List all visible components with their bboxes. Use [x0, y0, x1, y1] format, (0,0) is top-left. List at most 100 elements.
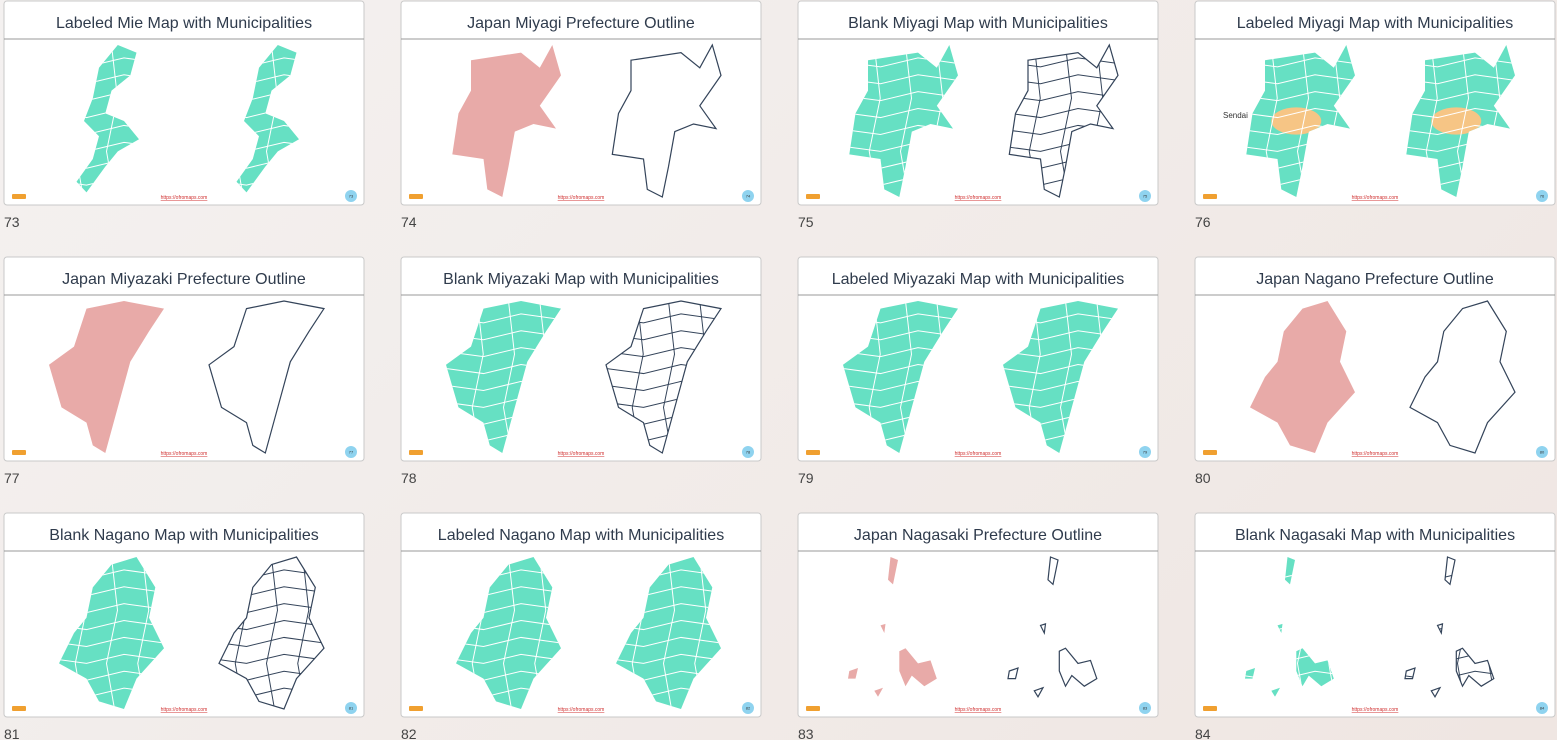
slide-card[interactable] — [1194, 512, 1556, 718]
map-shape — [1285, 557, 1295, 585]
slide-thumbnail[interactable]: Labeled Miyazaki Map with Municipalities… — [797, 256, 1159, 486]
border — [236, 158, 299, 169]
map-shape — [888, 557, 898, 585]
page-badge-number: 83 — [1143, 706, 1148, 711]
slide-thumbnail[interactable]: Labeled Miyagi Map with Municipalities Se… — [1194, 0, 1556, 230]
slide-number: 84 — [1195, 726, 1211, 740]
page-badge-number: 80 — [1540, 450, 1545, 455]
page-badge-number: 75 — [1143, 194, 1148, 199]
slide-thumbnail[interactable]: Blank Nagano Map with Municipalities http… — [3, 512, 365, 740]
logo — [409, 450, 423, 455]
map-shape — [236, 45, 299, 193]
border — [76, 74, 139, 85]
map-shape — [208, 300, 325, 454]
slide-title: Blank Nagasaki Map with Municipalities — [1235, 527, 1515, 544]
page-badge — [345, 446, 357, 458]
map-shape — [76, 45, 139, 193]
map-shape — [616, 557, 721, 709]
slide-number: 80 — [1195, 470, 1211, 486]
border — [616, 653, 721, 664]
border — [76, 141, 139, 152]
border — [236, 124, 299, 135]
footer-url: https://ofromaps.com — [558, 707, 605, 713]
slide-title: Japan Nagasaki Prefecture Outline — [854, 527, 1102, 544]
map-shape — [1033, 686, 1045, 698]
page-badge-number: 77 — [349, 450, 354, 455]
map-shape — [452, 45, 561, 197]
slide-title: Blank Miyagi Map with Municipalities — [848, 15, 1108, 32]
map-shape — [1444, 556, 1456, 586]
page-badge — [1139, 190, 1151, 202]
map-shape — [59, 557, 164, 709]
page-badge-number: 78 — [746, 450, 751, 455]
map-shape — [49, 301, 164, 453]
page-badge — [742, 446, 754, 458]
slide-card[interactable] — [797, 512, 1159, 718]
footer-url: https://ofromaps.com — [558, 451, 605, 457]
map-shape — [1039, 623, 1047, 636]
slide-thumbnail[interactable]: Japan Nagasaki Prefecture Outline https:/… — [797, 512, 1159, 740]
footer-url: https://ofromaps.com — [955, 195, 1002, 201]
border — [1059, 301, 1073, 453]
footer-url: https://ofromaps.com — [1352, 451, 1399, 457]
slide-thumbnail[interactable]: Japan Nagano Prefecture Outline https://o… — [1194, 256, 1556, 486]
slide-thumbnail[interactable]: Labeled Mie Map with Municipalities https… — [3, 0, 365, 230]
border — [105, 557, 119, 709]
footer-url: https://ofromaps.com — [558, 195, 605, 201]
slide-thumbnail[interactable]: Blank Miyagi Map with Municipalities http… — [797, 0, 1159, 230]
footer-url: https://ofromaps.com — [1352, 707, 1399, 713]
border — [265, 557, 279, 709]
page-badge-number: 73 — [349, 194, 354, 199]
map-shape — [1058, 647, 1098, 688]
logo — [12, 450, 26, 455]
page-badge-number: 81 — [349, 706, 354, 711]
border — [236, 108, 299, 119]
page-badge — [1536, 702, 1548, 714]
page-badge — [742, 702, 754, 714]
logo — [1203, 194, 1217, 199]
border — [76, 124, 139, 135]
slide-number: 74 — [401, 214, 417, 230]
page-badge-number: 76 — [1540, 194, 1545, 199]
border — [76, 57, 139, 68]
footer-url: https://ofromaps.com — [161, 707, 208, 713]
slide-number: 73 — [4, 214, 20, 230]
map-shape — [880, 623, 886, 633]
map-shape — [1047, 556, 1059, 586]
slide-title: Japan Nagano Prefecture Outline — [1256, 271, 1494, 288]
border — [76, 108, 139, 119]
slide-number: 78 — [401, 470, 417, 486]
border — [662, 557, 676, 709]
slide-thumbnail[interactable]: Labeled Nagano Map with Municipalities ht… — [400, 512, 762, 740]
map-shape — [605, 300, 722, 454]
slide-thumbnail[interactable]: Blank Miyazaki Map with Municipalities ht… — [400, 256, 762, 486]
map-shape — [1271, 687, 1280, 697]
logo — [12, 706, 26, 711]
slide-thumbnail[interactable]: Blank Nagasaki Map with Municipalities ht… — [1194, 512, 1556, 740]
slide-title: Blank Miyazaki Map with Municipalities — [443, 271, 719, 288]
page-badge-number: 82 — [746, 706, 751, 711]
map-shape — [1008, 43, 1119, 198]
border — [502, 557, 516, 709]
logo — [806, 450, 820, 455]
logo — [806, 194, 820, 199]
page-badge — [1536, 446, 1548, 458]
map-shape — [1296, 648, 1334, 687]
slide-title: Labeled Miyazaki Map with Municipalities — [832, 271, 1125, 288]
footer-url: https://ofromaps.com — [161, 451, 208, 457]
slide-thumbnail[interactable]: Japan Miyagi Prefecture Outline https://o… — [400, 0, 762, 230]
page-badge — [345, 702, 357, 714]
slide-number: 79 — [798, 470, 814, 486]
map-shape — [848, 668, 858, 679]
border — [236, 91, 299, 102]
border — [219, 653, 324, 664]
map-shape — [456, 557, 561, 709]
slide-thumbnail[interactable]: Japan Miyazaki Prefecture Outline https:/… — [3, 256, 365, 486]
border — [59, 653, 164, 664]
footer-url: https://ofromaps.com — [161, 195, 208, 201]
border — [236, 57, 299, 68]
footer-url: https://ofromaps.com — [955, 707, 1002, 713]
page-badge-number: 74 — [746, 194, 751, 199]
slide-title: Labeled Mie Map with Municipalities — [56, 15, 312, 32]
slide-title: Labeled Nagano Map with Municipalities — [438, 527, 724, 544]
